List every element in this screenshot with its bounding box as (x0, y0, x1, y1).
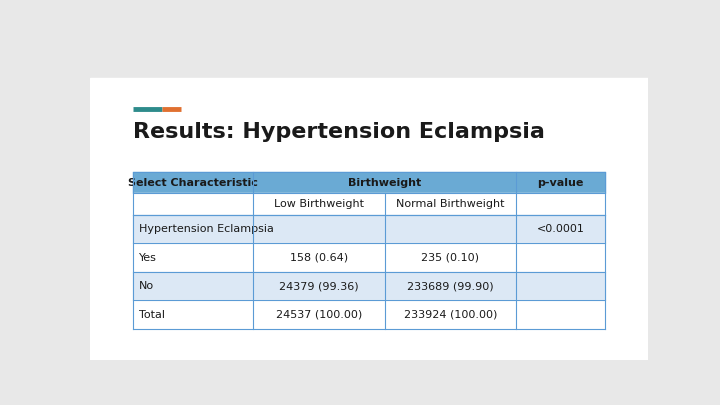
Text: Low Birthweight: Low Birthweight (274, 199, 364, 209)
Text: Normal Birthweight: Normal Birthweight (396, 199, 505, 209)
Text: <0.0001: <0.0001 (537, 224, 585, 234)
Text: Yes: Yes (139, 253, 157, 263)
Bar (132, 301, 606, 329)
Text: No: No (139, 281, 154, 291)
Bar (132, 243, 606, 272)
Text: 233689 (99.90): 233689 (99.90) (407, 281, 494, 291)
Bar (132, 172, 606, 193)
Text: 158 (0.64): 158 (0.64) (289, 253, 348, 263)
Text: Hypertension Eclampsia: Hypertension Eclampsia (139, 224, 274, 234)
Bar (132, 215, 606, 243)
Text: 24379 (99.36): 24379 (99.36) (279, 281, 359, 291)
Text: p-value: p-value (538, 177, 584, 188)
Text: Birthweight: Birthweight (348, 177, 421, 188)
Bar (132, 193, 606, 215)
Text: Total: Total (139, 310, 165, 320)
Text: Results: Hypertension Eclampsia: Results: Hypertension Eclampsia (132, 122, 544, 142)
Bar (132, 272, 606, 301)
Text: 233924 (100.00): 233924 (100.00) (404, 310, 497, 320)
Text: Select Characteristic: Select Characteristic (127, 177, 258, 188)
Text: 24537 (100.00): 24537 (100.00) (276, 310, 361, 320)
Text: 235 (0.10): 235 (0.10) (421, 253, 480, 263)
